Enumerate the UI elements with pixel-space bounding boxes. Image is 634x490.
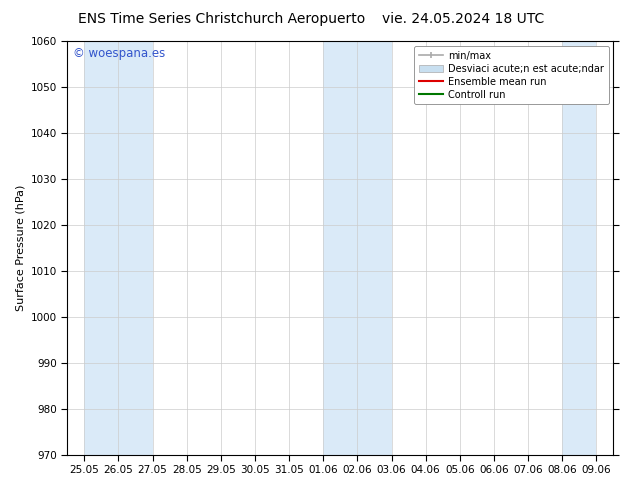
- Text: vie. 24.05.2024 18 UTC: vie. 24.05.2024 18 UTC: [382, 12, 544, 26]
- Bar: [358, 41, 392, 455]
- Bar: [323, 41, 358, 455]
- Text: ENS Time Series Christchurch Aeropuerto: ENS Time Series Christchurch Aeropuerto: [78, 12, 366, 26]
- Legend: min/max, Desviaci acute;n est acute;ndar, Ensemble mean run, Controll run: min/max, Desviaci acute;n est acute;ndar…: [414, 46, 609, 104]
- Bar: [84, 41, 119, 455]
- Text: © woespana.es: © woespana.es: [73, 47, 165, 60]
- Y-axis label: Surface Pressure (hPa): Surface Pressure (hPa): [15, 185, 25, 311]
- Bar: [562, 41, 597, 455]
- Bar: [119, 41, 153, 455]
